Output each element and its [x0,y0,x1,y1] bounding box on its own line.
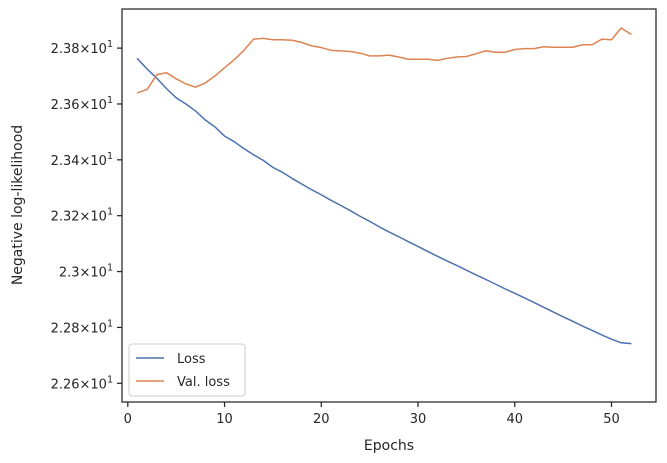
series-line-val-loss [136,27,632,94]
x-axis: 0 10 20 30 40 50 [124,402,620,427]
legend-label-val-loss: Val. loss [177,375,230,390]
x-axis-label: Epochs [364,438,414,454]
legend-label-loss: Loss [177,352,206,367]
y-axis: 2.26×101 2.28×101 2.3×101 2.32×101 2.34×101 2… [51,39,122,392]
series-layer [136,27,632,345]
y-tick-label: 2.26×101 [51,374,113,392]
axes-background [122,9,656,402]
legend: Loss Val. loss [128,343,246,397]
x-tick-label: 50 [603,412,620,427]
y-axis-label: Negative log-likelihood [10,125,26,285]
x-tick-label: 10 [216,412,233,427]
y-tick-label: 2.28×101 [51,318,113,336]
y-tick-label: 2.36×101 [51,95,113,113]
plot-area [121,8,657,403]
axes-frame [121,8,657,403]
x-tick-label: 30 [410,412,427,427]
x-tick-label: 40 [506,412,523,427]
legend-box [128,343,246,397]
y-tick-label: 2.32×101 [51,207,113,225]
y-tick-label: 2.38×101 [51,39,113,57]
y-tick-label: 2.34×101 [51,151,113,169]
x-tick-label: 0 [124,412,132,427]
x-tick-label: 20 [313,412,330,427]
series-line-loss [136,57,632,345]
y-tick-label: 2.3×101 [59,263,113,281]
